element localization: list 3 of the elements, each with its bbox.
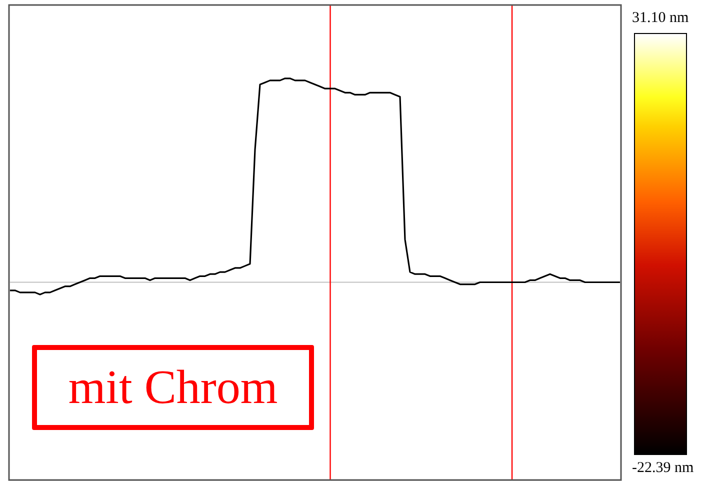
text: 31.10 nm (632, 10, 689, 27)
text: -22.39 nm (632, 460, 694, 477)
text: mit Chrom (32, 345, 314, 430)
